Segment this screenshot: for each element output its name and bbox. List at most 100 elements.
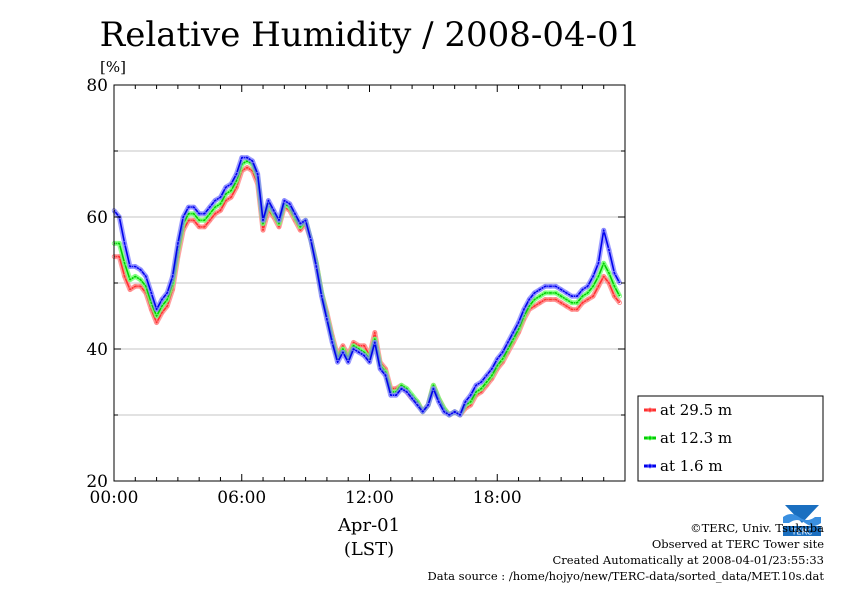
data-point bbox=[473, 383, 479, 388]
data-point bbox=[303, 218, 308, 223]
data-point bbox=[244, 155, 250, 160]
data-point bbox=[580, 287, 585, 292]
data-point bbox=[457, 412, 463, 418]
x-tick-label: 00:00 bbox=[90, 488, 139, 508]
data-point bbox=[553, 297, 559, 302]
data-point bbox=[196, 224, 202, 230]
data-point bbox=[228, 188, 234, 193]
legend-box bbox=[637, 395, 824, 482]
data-point bbox=[149, 290, 154, 296]
data-point bbox=[601, 261, 606, 266]
data-point bbox=[580, 300, 585, 305]
x-tick-label: 06:00 bbox=[217, 488, 266, 508]
data-point bbox=[574, 294, 580, 299]
data-point bbox=[127, 264, 133, 269]
data-point bbox=[409, 396, 415, 401]
x-axis-label-lst: (LST) bbox=[344, 539, 394, 560]
data-point bbox=[218, 201, 223, 206]
series-layer bbox=[111, 155, 622, 418]
data-point bbox=[388, 393, 393, 398]
created-text: Created Automatically at 2008-04-01/23:5… bbox=[552, 553, 825, 567]
data-point bbox=[479, 386, 484, 391]
data-point bbox=[170, 274, 175, 279]
data-point bbox=[207, 211, 213, 216]
data-point bbox=[186, 204, 191, 210]
data-point bbox=[223, 185, 228, 190]
data-point bbox=[558, 294, 564, 299]
data-point bbox=[250, 158, 255, 164]
credits: ©TERC, Univ. Tsukuba Observed at TERC To… bbox=[427, 520, 824, 584]
data-point bbox=[351, 346, 356, 352]
data-point bbox=[276, 218, 282, 223]
data-point bbox=[330, 340, 335, 345]
data-point bbox=[553, 284, 559, 289]
data-point bbox=[383, 373, 388, 378]
data-point bbox=[564, 303, 569, 309]
observed-text: Observed at TERC Tower site bbox=[651, 537, 824, 551]
data-point bbox=[127, 287, 133, 292]
legend-label: at 29.5 m bbox=[660, 401, 732, 419]
data-point bbox=[542, 297, 548, 302]
x-tick-label: 12:00 bbox=[345, 488, 394, 508]
data-point bbox=[133, 264, 138, 269]
data-point bbox=[569, 300, 574, 305]
data-point bbox=[361, 343, 367, 348]
data-point bbox=[558, 287, 564, 292]
data-point bbox=[154, 320, 159, 325]
data-point bbox=[324, 317, 330, 322]
data-point bbox=[537, 287, 543, 292]
data-point bbox=[202, 211, 207, 216]
legend-label: at 12.3 m bbox=[660, 429, 732, 447]
data-point bbox=[212, 198, 218, 203]
data-point bbox=[234, 171, 239, 177]
data-point bbox=[526, 297, 532, 302]
data-point bbox=[612, 284, 617, 289]
data-point bbox=[580, 294, 585, 299]
data-point bbox=[239, 155, 244, 160]
data-point bbox=[308, 237, 314, 243]
data-point bbox=[452, 409, 457, 414]
series-line-2 bbox=[113, 156, 621, 416]
data-point bbox=[165, 290, 170, 296]
data-point bbox=[617, 294, 622, 299]
y-tick-label: 40 bbox=[86, 340, 108, 360]
data-point bbox=[574, 307, 580, 312]
y-tick-label: 60 bbox=[86, 208, 108, 228]
data-point bbox=[133, 274, 138, 279]
data-point bbox=[372, 340, 378, 345]
data-point bbox=[532, 290, 537, 296]
data-point bbox=[127, 277, 133, 282]
data-point bbox=[415, 402, 420, 408]
data-point bbox=[361, 353, 367, 358]
data-point bbox=[207, 204, 213, 210]
data-point bbox=[612, 294, 617, 299]
data-point bbox=[165, 303, 170, 309]
source-text: Data source : /home/hojyo/new/TERC-data/… bbox=[427, 569, 824, 583]
data-point bbox=[271, 208, 276, 213]
copyright-text: ©TERC, Univ. Tsukuba bbox=[690, 521, 824, 535]
y-axis-label: [%] bbox=[100, 58, 126, 76]
data-point bbox=[260, 218, 266, 223]
x-tick-label: 18:00 bbox=[473, 488, 522, 508]
data-point bbox=[484, 379, 489, 385]
data-point bbox=[122, 261, 127, 266]
data-point bbox=[590, 274, 596, 279]
logo-text: TERC bbox=[791, 528, 813, 537]
data-point bbox=[564, 297, 569, 302]
data-point bbox=[228, 194, 234, 200]
data-point bbox=[590, 294, 596, 299]
data-point bbox=[260, 227, 266, 233]
data-point bbox=[505, 340, 511, 345]
data-point bbox=[612, 270, 617, 276]
data-point bbox=[574, 300, 580, 305]
data-point bbox=[298, 221, 303, 226]
data-point bbox=[218, 194, 223, 200]
legend-marker bbox=[647, 435, 653, 441]
data-point bbox=[244, 165, 250, 170]
axis-ticks: 20 40 60 80 00:00 06:00 12:00 18:00 bbox=[86, 76, 625, 508]
data-point bbox=[537, 294, 543, 299]
grid-lines bbox=[114, 150, 625, 416]
data-point bbox=[207, 218, 213, 223]
data-point bbox=[495, 356, 500, 362]
data-point bbox=[138, 284, 143, 289]
